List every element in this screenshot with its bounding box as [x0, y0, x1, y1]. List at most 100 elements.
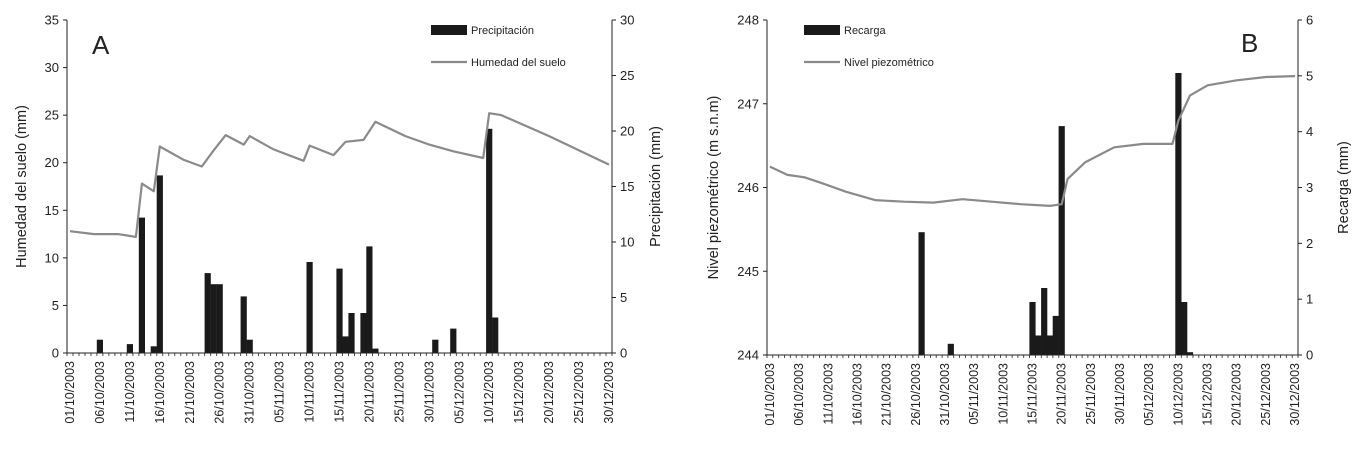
x-tick-label: 11/10/2003	[821, 363, 835, 425]
bar	[1175, 73, 1182, 355]
legend: Recarga Nivel piezométrico	[804, 25, 934, 69]
bar	[246, 339, 253, 353]
y-left-tick-label: 5	[52, 298, 59, 313]
x-tick-label: 10/12/2003	[482, 361, 496, 424]
x-tick-label: 30/12/2003	[602, 361, 616, 424]
legend-bar-label: Recarga	[844, 25, 886, 37]
y-left-tick-label: 247	[737, 96, 759, 111]
x-tick-label: 26/10/2003	[909, 363, 923, 426]
y-axis-right-title: Precipitación (mm)	[648, 126, 664, 247]
x-tick-label: 20/11/2003	[1055, 363, 1069, 425]
x-tick-label: 21/10/2003	[880, 363, 894, 426]
y-left-tick-label: 248	[737, 13, 759, 28]
x-tick-label: 25/12/2003	[1259, 363, 1273, 426]
x-tick-label: 30/11/2003	[422, 361, 436, 423]
y-right-tick-label: 0	[1306, 348, 1313, 363]
y-right-tick-label: 0	[620, 346, 627, 361]
panel-label: B	[1241, 28, 1258, 58]
panel-a-chart: 01/10/2003 06/10/2003 11/10/2003 16/10/2003…	[14, 13, 664, 424]
x-tick-label: 05/11/2003	[273, 361, 287, 423]
y-left-tick-label: 35	[45, 13, 59, 28]
x-tick-label: 20/11/2003	[362, 361, 376, 423]
series-line	[769, 75, 1296, 207]
x-tick-label: 10/11/2003	[303, 361, 317, 423]
bar	[138, 217, 145, 353]
bar	[150, 346, 157, 353]
bar	[210, 284, 217, 353]
x-tick-label: 05/12/2003	[452, 361, 466, 424]
y-right-tick-label: 25	[620, 68, 634, 83]
legend-bar-swatch	[804, 25, 840, 35]
legend-bar-swatch	[431, 25, 467, 35]
x-tick-label: 16/10/2003	[850, 363, 864, 426]
bar	[216, 284, 223, 353]
x-tick-label: 11/10/2003	[123, 361, 137, 423]
x-tick-label: 21/10/2003	[183, 361, 197, 424]
y-left-tick-label: 10	[45, 250, 59, 265]
x-tick-label: 25/11/2003	[392, 361, 406, 423]
bar	[240, 296, 247, 353]
y-left-tick-label: 15	[45, 203, 59, 218]
x-tick-label: 25/11/2003	[1084, 363, 1098, 425]
bar	[1029, 302, 1036, 355]
x-tick-label: 05/12/2003	[1142, 363, 1156, 426]
x-tick-label: 15/11/2003	[1026, 363, 1040, 425]
x-tick-label: 31/10/2003	[938, 363, 952, 426]
bar	[96, 339, 103, 353]
bar	[450, 328, 457, 353]
bar	[1058, 126, 1065, 355]
x-tick-label: 01/10/2003	[63, 361, 77, 424]
y-left-tick-label: 0	[52, 346, 59, 361]
y-right-tick-label: 10	[620, 235, 634, 250]
y-axis-left-title: Nivel piezométrico (m s.n.m)	[706, 96, 722, 280]
x-tick-label: 31/10/2003	[243, 361, 257, 424]
bar	[1181, 302, 1188, 355]
x-tick-label: 05/11/2003	[967, 363, 981, 425]
bar	[372, 348, 379, 353]
y-right-tick-label: 30	[620, 13, 634, 28]
bar	[1186, 352, 1194, 355]
x-tick-label: 20/12/2003	[1230, 363, 1244, 426]
y-right-tick-label: 5	[620, 290, 627, 305]
bar	[432, 339, 439, 353]
bar	[1046, 335, 1054, 355]
y-right-tick-label: 6	[1306, 13, 1313, 28]
x-tick-label: 01/10/2003	[763, 363, 777, 426]
y-right-tick-label: 5	[1306, 68, 1313, 83]
y-axis-left-title: Humedad del suelo (mm)	[14, 105, 30, 268]
bar-series	[96, 128, 499, 353]
bar	[126, 344, 133, 353]
panel-b-chart: 01/10/2003 06/10/2003 11/10/2003 16/10/2003…	[706, 13, 1352, 426]
x-tick-label: 15/12/2003	[512, 361, 526, 424]
y-left-tick-label: 245	[737, 264, 759, 279]
x-tick-label: 30/11/2003	[1113, 363, 1127, 425]
x-tick-label: 30/12/2003	[1288, 363, 1302, 426]
y-left-tick-label: 244	[737, 348, 759, 363]
bar	[360, 313, 367, 353]
series-line	[69, 112, 610, 238]
panel-label: A	[92, 30, 110, 60]
bar	[492, 317, 499, 353]
x-tick-label: 10/12/2003	[1171, 363, 1185, 426]
bar	[306, 262, 313, 353]
bar	[156, 175, 163, 353]
y-left-tick-label: 246	[737, 180, 759, 195]
bar	[1035, 335, 1042, 355]
legend-line-label: Nivel piezométrico	[844, 57, 934, 69]
x-tick-label: 10/11/2003	[996, 363, 1010, 425]
bar	[1041, 288, 1048, 355]
x-tick-label: 15/11/2003	[333, 361, 347, 423]
bar	[486, 128, 493, 353]
y-right-tick-label: 20	[620, 124, 634, 139]
legend-line-label: Humedad del suelo	[471, 57, 566, 69]
legend-bar-label: Precipitación	[471, 25, 534, 37]
bar	[342, 336, 349, 353]
bar-series	[918, 73, 1194, 355]
bar	[336, 268, 343, 353]
bar	[366, 246, 373, 353]
bar	[918, 232, 925, 355]
x-tick-label: 25/12/2003	[572, 361, 586, 424]
y-right-tick-label: 4	[1306, 124, 1313, 139]
y-axis-right-title: Recarga (mm)	[1336, 141, 1352, 234]
